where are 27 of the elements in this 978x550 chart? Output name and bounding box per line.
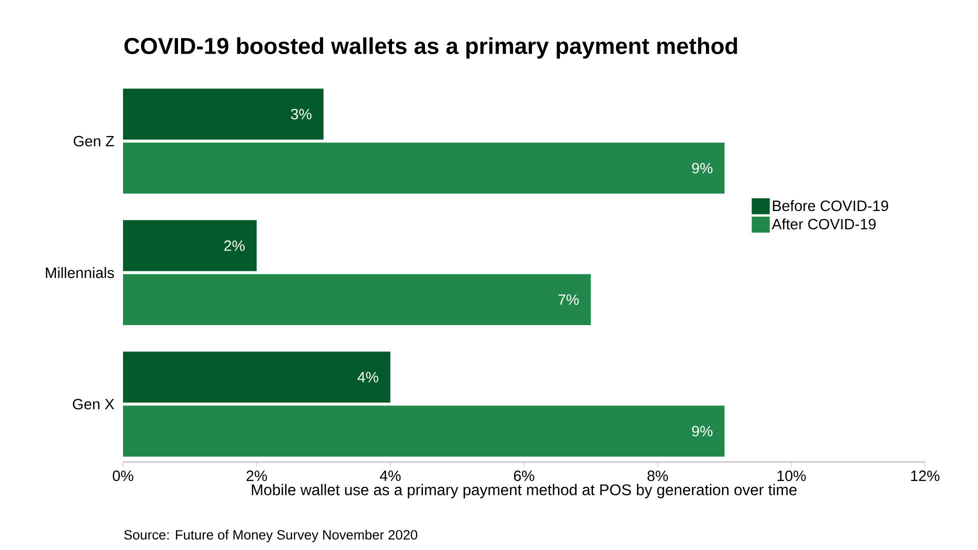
legend-label: Before COVID-19: [772, 200, 888, 212]
x-tick-label: 8%: [648, 470, 668, 482]
bar: [123, 88, 324, 140]
data-label: 9%: [692, 162, 712, 174]
x-tick-label: 0%: [112, 470, 134, 482]
x-axis-title: Mobile wallet use as a primary payment method at POS by generation over time: [252, 484, 797, 498]
chart-title: COVID-19 boosted wallets as a primary payment method: [124, 37, 737, 59]
bar: [123, 406, 725, 457]
y-tick-label: Gen X: [72, 398, 114, 410]
legend-label: After COVID-19: [772, 218, 876, 230]
x-tick-label: 2%: [246, 470, 267, 482]
x-tick-label: 12%: [911, 470, 940, 482]
y-tick-label: Gen Z: [74, 136, 114, 146]
data-label: 3%: [290, 108, 312, 120]
bar: [123, 274, 591, 326]
x-tick-label: 4%: [380, 470, 401, 481]
x-tick-label: 6%: [514, 470, 534, 482]
y-tick-label: Millennials: [46, 267, 114, 278]
data-label: 4%: [358, 372, 378, 382]
data-label: 2%: [224, 240, 245, 251]
bar: [123, 220, 257, 272]
data-label: 7%: [558, 294, 579, 305]
source-note: Source: Future of Money Survey November 2020: [124, 530, 418, 542]
bar: [123, 352, 390, 403]
data-label: 9%: [692, 426, 712, 436]
bar: [123, 142, 725, 194]
x-tick-label: 10%: [778, 470, 806, 482]
